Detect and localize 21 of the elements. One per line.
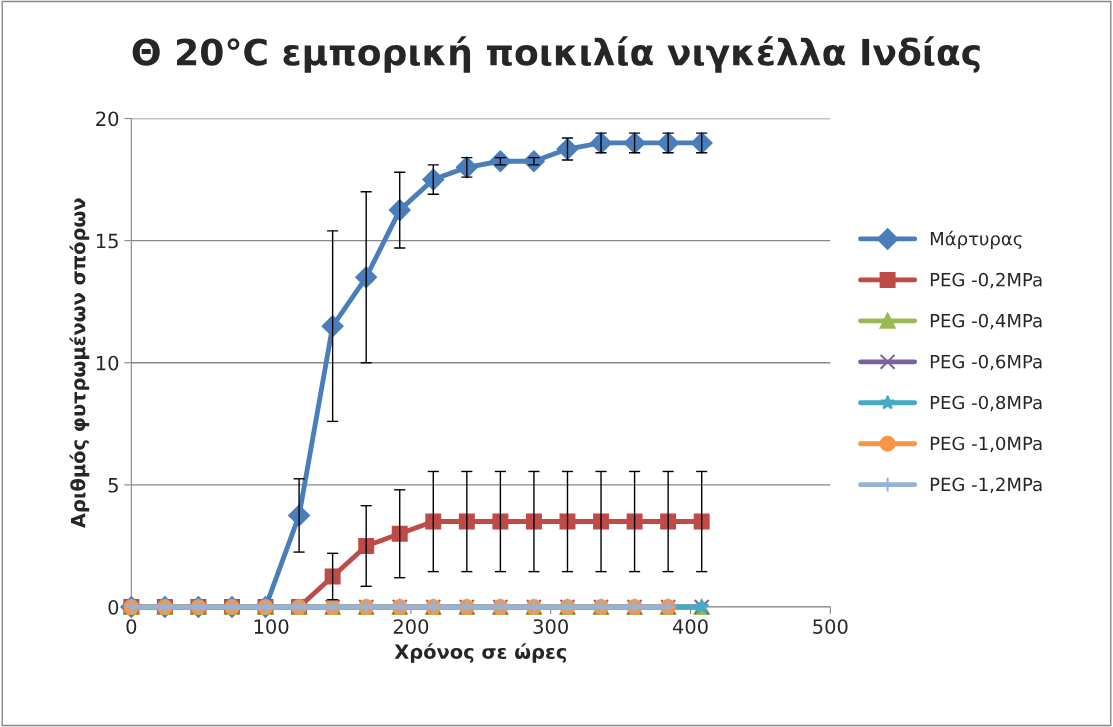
legend-label: PEG -1,2MPa xyxy=(930,477,1042,494)
x-tick-label: 100 xyxy=(254,619,289,634)
legend-label: PEG -0,6MPa xyxy=(930,354,1042,371)
x-tick-label: 200 xyxy=(393,619,429,634)
chart-title: Θ 20°C εμπορική ποικιλία νιγκέλλα Ινδίας xyxy=(132,36,980,73)
legend-label: PEG -1,0MPa xyxy=(930,436,1042,453)
y-tick-label: 0 xyxy=(108,600,119,615)
y-tick-label: 10 xyxy=(96,355,119,371)
x-tick-label: 300 xyxy=(533,619,568,634)
x-axis-title: Χρόνος σε ώρες xyxy=(394,643,567,663)
y-axis-title: Αριθμός φυτρωμένων σπόρων xyxy=(69,198,90,529)
x-tick-label: 0 xyxy=(126,619,137,634)
legend-label: Μάρτυρας xyxy=(930,230,1022,250)
legend-label: PEG -0,8MPa xyxy=(930,395,1042,412)
y-tick-label: 5 xyxy=(108,478,118,493)
x-tick-label: 400 xyxy=(672,619,708,634)
x-tick-label: 500 xyxy=(813,619,848,634)
legend-label: PEG -0,2MPa xyxy=(930,272,1042,289)
y-tick-label: 20 xyxy=(96,111,119,127)
legend-label: PEG -0,4MPa xyxy=(930,313,1042,330)
y-tick-label: 15 xyxy=(96,233,118,249)
